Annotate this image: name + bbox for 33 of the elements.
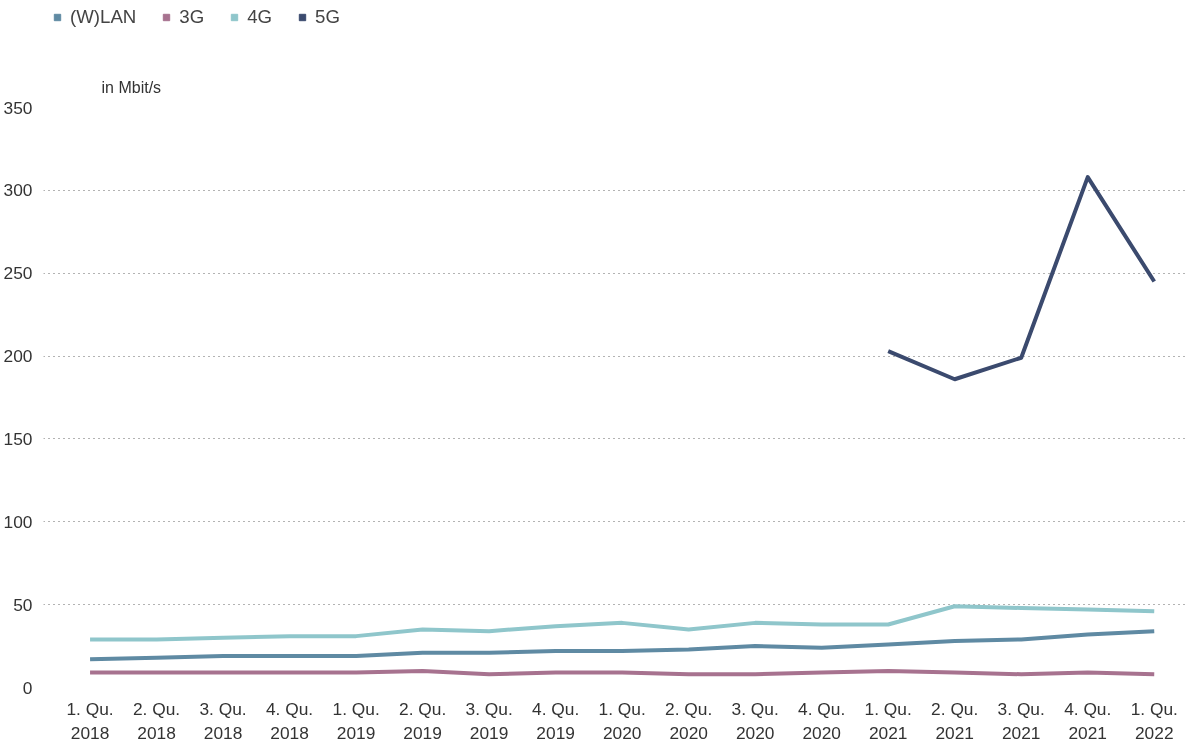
y-tick-label: 300 bbox=[3, 180, 33, 201]
x-tick-label: 2. Qu. 2021 bbox=[931, 698, 979, 743]
y-axis-title: in Mbit/s bbox=[101, 78, 162, 96]
y-tick-label: 100 bbox=[3, 511, 33, 532]
line-series bbox=[88, 604, 1157, 642]
y-tick-label: 0 bbox=[22, 677, 33, 698]
x-tick-label: 3. Qu. 2021 bbox=[997, 698, 1045, 743]
x-tick-label: 2. Qu. 2018 bbox=[132, 698, 181, 743]
legend-label: 5G bbox=[315, 6, 340, 28]
legend-label: (W)LAN bbox=[70, 6, 137, 28]
x-tick-label: 3. Qu. 2020 bbox=[731, 698, 779, 743]
y-tick-label: 250 bbox=[3, 263, 33, 284]
x-tick-label: 2. Qu. 2020 bbox=[665, 698, 713, 743]
y-tick-label: 200 bbox=[3, 346, 33, 367]
y-tick-label: 150 bbox=[3, 428, 33, 449]
x-tick-label: 4. Qu. 2019 bbox=[532, 698, 580, 743]
x-tick-label: 4. Qu. 2018 bbox=[266, 698, 314, 743]
line-series bbox=[88, 629, 1157, 662]
y-tick-label: 350 bbox=[3, 97, 33, 118]
x-tick-label: 2. Qu. 2019 bbox=[399, 698, 447, 743]
legend-label: 3G bbox=[179, 6, 205, 28]
y-tick-label: 50 bbox=[13, 594, 33, 615]
x-tick-label: 1. Qu. 2020 bbox=[598, 698, 646, 743]
x-tick-label: 4. Qu. 2021 bbox=[1064, 698, 1112, 743]
legend-label: 4G bbox=[247, 6, 273, 28]
x-tick-label: 3. Qu. 2019 bbox=[465, 698, 513, 743]
x-tick-label: 1. Qu. 2019 bbox=[332, 698, 380, 743]
line-series bbox=[886, 175, 1157, 382]
x-tick-label: 3. Qu. 2018 bbox=[199, 698, 247, 743]
x-tick-label: 1. Qu. 2021 bbox=[864, 698, 912, 743]
x-tick-label: 1. Qu. 2018 bbox=[66, 698, 114, 743]
x-tick-label: 4. Qu. 2020 bbox=[798, 698, 846, 743]
x-tick-label: 1. Qu. 2022 bbox=[1130, 698, 1178, 743]
